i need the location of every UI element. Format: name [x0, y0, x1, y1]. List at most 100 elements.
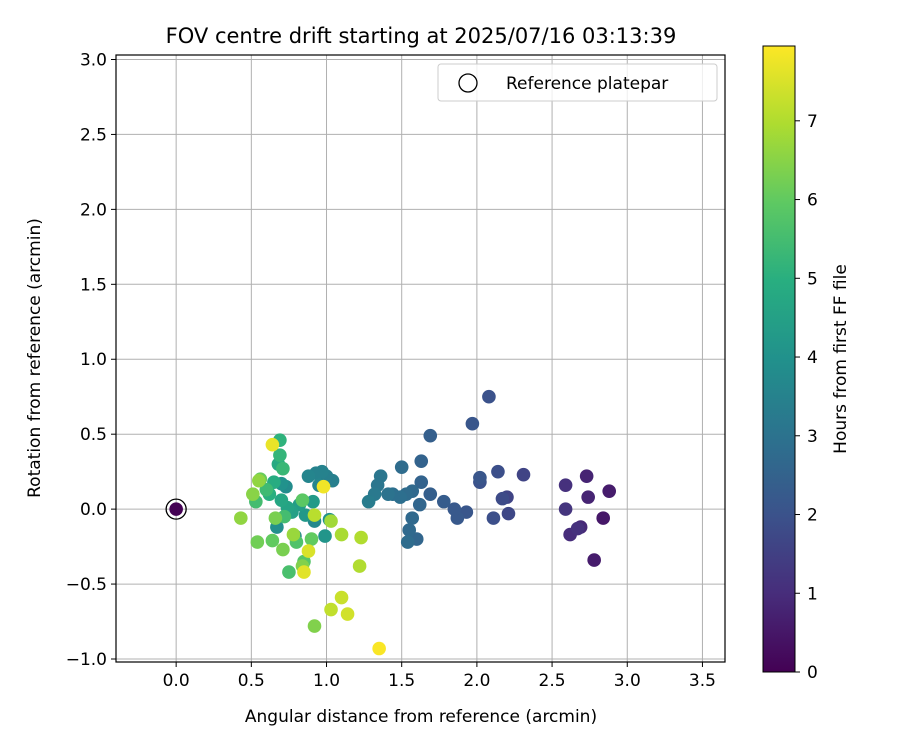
data-point	[372, 641, 386, 656]
data-point	[316, 479, 331, 494]
y-tick-label: −0.5	[66, 575, 107, 595]
colorbar-ticks: 0 1 2 3 4 5 6 7	[795, 112, 818, 683]
x-axis: 0.0 0.5 1.0 1.5 2.0 2.5 3.0 3.5	[163, 662, 716, 691]
data-point	[423, 487, 438, 501]
data-point	[354, 530, 368, 545]
data-point	[491, 464, 505, 479]
colorbar: 0 1 2 3 4 5 6 7 Hours from first FF file	[762, 45, 851, 683]
plot-area-frame	[115, 54, 726, 663]
data-point	[437, 494, 451, 509]
data-point	[265, 533, 280, 548]
data-point	[286, 527, 301, 542]
data-point	[558, 478, 573, 492]
data-point	[340, 607, 355, 621]
data-point	[414, 475, 429, 489]
reference-point-ring	[165, 498, 187, 520]
data-point	[268, 511, 283, 525]
x-axis-label: Angular distance from reference (arcmin)	[245, 707, 597, 727]
data-point	[402, 523, 417, 537]
y-tick-label: −1.0	[66, 650, 107, 670]
data-point	[447, 502, 462, 516]
y-tick-label: 0.5	[80, 425, 107, 445]
data-point	[273, 448, 287, 462]
data-point	[579, 469, 594, 483]
y-tick-label: 0.0	[80, 500, 107, 520]
colorbar-tick-label: 0	[807, 663, 818, 683]
data-point	[495, 491, 510, 506]
colorbar-label: Hours from first FF file	[831, 264, 851, 454]
data-point	[324, 514, 338, 528]
data-point	[250, 535, 265, 549]
data-point	[276, 542, 290, 557]
data-point	[304, 532, 319, 546]
legend: Reference platepar	[437, 63, 718, 102]
data-point	[265, 437, 280, 452]
data-point	[486, 511, 501, 525]
data-point	[307, 508, 322, 522]
y-tick-label: 1.0	[80, 350, 107, 370]
data-point	[301, 469, 316, 483]
data-point	[473, 470, 487, 485]
scatter-points	[165, 389, 617, 656]
y-tick-label: 2.0	[80, 200, 107, 220]
data-point	[234, 511, 248, 525]
x-tick-label: 1.5	[388, 671, 415, 691]
y-tick-label: 1.5	[80, 275, 107, 295]
data-point	[405, 511, 420, 525]
data-point	[301, 544, 316, 558]
colorbar-gradient	[762, 45, 796, 673]
colorbar-tick-label: 4	[807, 348, 818, 368]
data-point	[295, 493, 310, 507]
data-point	[412, 497, 427, 512]
data-point	[581, 490, 595, 504]
data-point	[482, 389, 496, 404]
colorbar-tick-label: 6	[807, 191, 818, 211]
data-point	[381, 487, 395, 501]
grid	[116, 55, 725, 662]
colorbar-tick-label: 7	[807, 112, 818, 132]
x-tick-label: 3.5	[689, 671, 716, 691]
reference-point-fill	[169, 502, 183, 516]
data-point	[558, 502, 573, 516]
data-point	[306, 494, 320, 509]
y-tick-label: 2.5	[80, 125, 107, 145]
data-point	[297, 565, 311, 579]
data-point	[516, 467, 531, 482]
colorbar-tick-label: 5	[807, 269, 818, 289]
data-point	[274, 493, 289, 507]
data-point	[276, 461, 290, 476]
colorbar-tick-label: 1	[807, 584, 818, 604]
data-point	[361, 494, 376, 509]
colorbar-tick-label: 3	[807, 427, 818, 447]
x-tick-label: 2.5	[539, 671, 566, 691]
data-point	[318, 529, 332, 543]
data-point	[596, 511, 610, 525]
legend-label-reference: Reference platepar	[506, 74, 668, 94]
data-point	[587, 553, 601, 567]
data-point	[570, 521, 585, 536]
data-point	[252, 473, 266, 488]
colorbar-tick-label: 2	[807, 506, 818, 526]
data-point	[400, 535, 415, 549]
x-tick-label: 1.0	[313, 671, 340, 691]
y-axis: −1.0 −0.5 0.0 0.5 1.0 1.5 2.0 2.5 3.0	[66, 50, 116, 670]
data-point	[465, 416, 480, 431]
data-point	[602, 484, 617, 498]
data-point	[423, 428, 438, 443]
x-tick-label: 2.0	[463, 671, 490, 691]
legend-marker-reference	[458, 73, 478, 93]
chart-title: FOV centre drift starting at 2025/07/16 …	[166, 24, 677, 48]
legend-box	[437, 63, 718, 102]
x-tick-label: 0.0	[163, 671, 190, 691]
data-point	[334, 527, 349, 542]
data-point	[307, 619, 322, 633]
data-point	[259, 482, 274, 497]
data-point	[334, 590, 349, 605]
data-point	[394, 460, 409, 474]
data-point	[352, 559, 367, 573]
data-point	[324, 602, 338, 617]
data-point	[282, 565, 296, 579]
y-axis-label: Rotation from reference (arcmin)	[25, 218, 45, 498]
data-point	[246, 487, 260, 501]
